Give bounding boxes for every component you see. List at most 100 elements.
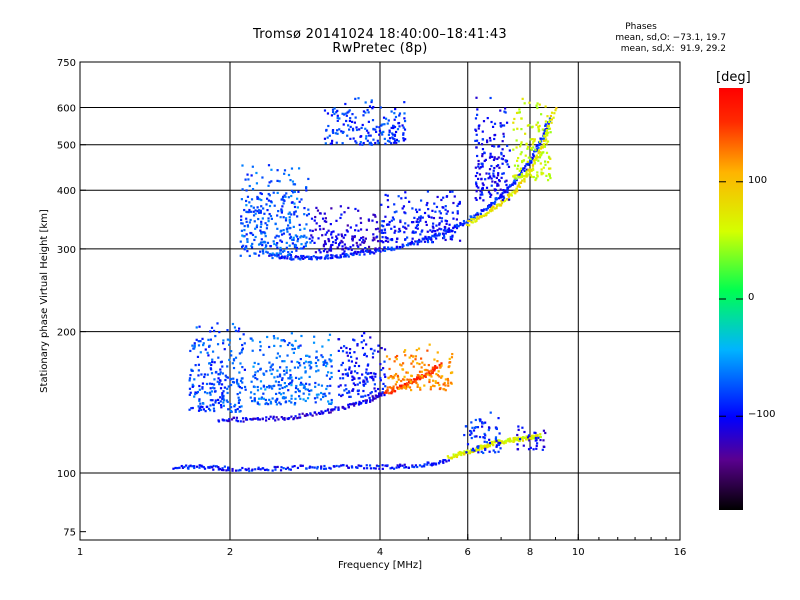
data-point [388,140,391,143]
data-point [490,193,493,196]
data-point [529,446,532,449]
data-point [470,216,473,219]
data-point [203,375,206,379]
data-point [463,433,466,437]
data-point [325,254,328,257]
data-point [227,466,230,469]
data-point [330,254,333,257]
data-point [260,220,263,223]
data-point [547,127,551,130]
data-point [352,244,355,247]
data-point [483,159,486,163]
data-point [249,391,253,394]
data-point [414,378,418,381]
data-point [281,360,284,363]
data-point [391,216,395,219]
data-point [260,238,263,241]
data-point [335,254,338,257]
data-point [370,391,373,394]
data-point [284,401,287,404]
data-point [364,394,367,397]
data-point [547,120,551,124]
data-point [401,464,404,467]
data-point [390,219,393,222]
data-point [292,236,295,239]
data-point [269,402,273,405]
data-point [301,247,304,250]
data-point [479,196,482,199]
data-point [240,229,244,232]
data-point [176,466,179,470]
data-point [372,138,375,141]
data-point [436,360,439,363]
data-point [272,240,275,243]
x-tick-label: 16 [674,547,687,558]
data-point [280,198,283,201]
data-point [536,174,539,177]
data-point [308,364,311,367]
data-point [218,467,221,470]
data-point [532,168,535,171]
data-point [287,251,290,254]
data-point [386,240,390,243]
data-point [429,463,432,466]
data-points [172,96,558,473]
data-point [245,233,248,236]
data-point [405,382,409,385]
data-point [346,224,349,227]
x-tick-label: 2 [227,547,233,558]
data-point [197,369,200,372]
data-point [259,380,263,383]
data-point [479,190,482,193]
data-point [354,383,357,387]
colorbar-ticks [719,181,743,417]
data-point [453,231,457,234]
data-point [246,240,249,244]
data-point [516,437,519,440]
data-point [192,347,195,350]
data-point [545,174,548,177]
data-point [219,368,222,371]
data-point [367,245,371,248]
data-point [331,110,335,114]
data-point [320,391,323,395]
data-point [367,250,371,253]
data-point [404,196,407,199]
data-point [261,467,264,470]
data-point [374,228,378,231]
data-point [418,375,422,378]
data-point [267,217,270,220]
data-point [239,362,242,365]
data-point [500,153,503,156]
data-point [256,378,259,381]
stats-x-line: mean, sd,X: 91.9, 29.2 [620,44,726,54]
data-point [544,123,547,126]
data-point [482,208,486,211]
data-point [203,391,207,394]
data-point [402,132,405,135]
data-point [392,467,396,470]
data-point [371,352,375,355]
data-point [268,384,271,388]
data-point [380,394,383,397]
data-point [395,246,398,250]
data-point [506,188,509,191]
data-point [343,253,347,256]
data-point [430,238,433,241]
data-point [360,334,364,337]
data-point [525,142,528,145]
data-point [514,436,517,439]
data-point [296,235,299,238]
data-point [249,396,252,399]
data-point [259,367,262,370]
data-point [501,140,504,143]
data-point [213,361,216,364]
data-point [270,364,273,367]
data-point [481,165,484,168]
data-point [474,220,477,223]
data-point [500,176,503,179]
data-point [296,215,299,218]
data-point [241,347,244,350]
data-point [391,377,394,380]
data-point [488,156,492,159]
